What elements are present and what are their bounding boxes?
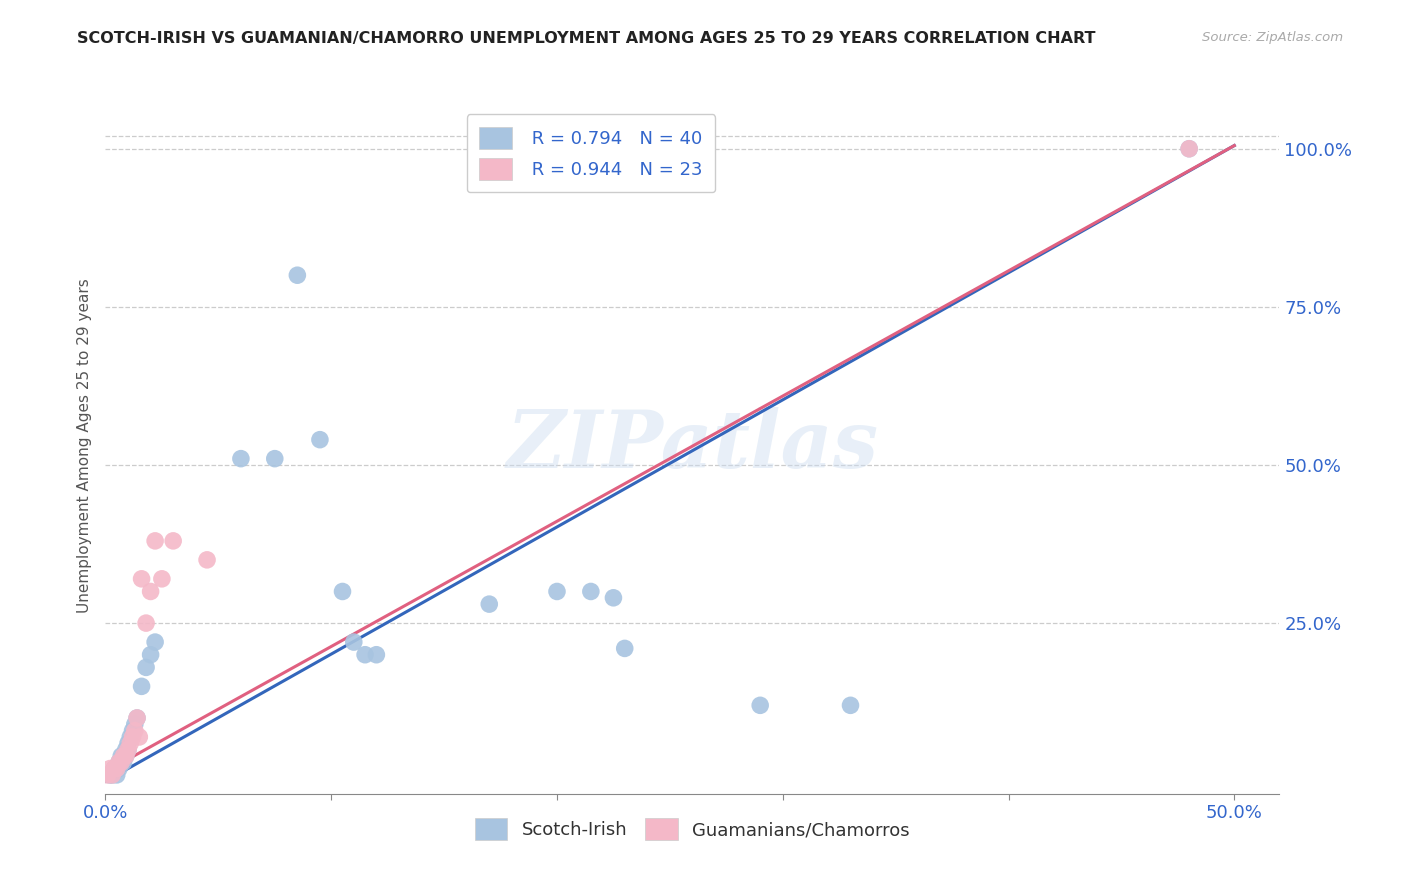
Point (117, 736, 139, 750)
Point (478, 597, 501, 611)
Point (602, 591, 624, 605)
Point (121, 723, 143, 738)
Y-axis label: Unemployment Among Ages 25 to 29 years: Unemployment Among Ages 25 to 29 years (76, 278, 91, 614)
Point (162, 533, 184, 548)
Point (135, 616, 157, 631)
Point (128, 730, 150, 744)
Point (103, 762, 125, 776)
Point (343, 635, 366, 649)
Point (98, 768, 121, 782)
Text: Source: ZipAtlas.com: Source: ZipAtlas.com (1202, 31, 1343, 45)
Point (114, 742, 136, 756)
Point (114, 748, 136, 763)
Point (105, 762, 128, 776)
Point (108, 762, 131, 776)
Point (285, 268, 308, 283)
Point (103, 762, 125, 776)
Point (309, 433, 332, 447)
Point (108, 756, 131, 770)
Point (112, 756, 135, 770)
Point (124, 717, 146, 731)
Point (103, 762, 125, 776)
Point (110, 756, 132, 770)
Point (1178, 142, 1201, 156)
Point (97, 768, 120, 782)
Point (1178, 142, 1201, 156)
Point (839, 698, 862, 713)
Point (101, 768, 124, 782)
Point (112, 748, 135, 763)
Point (263, 451, 285, 466)
Point (112, 748, 135, 763)
Point (229, 451, 252, 466)
Legend: Scotch-Irish, Guamanians/Chamorros: Scotch-Irish, Guamanians/Chamorros (468, 811, 917, 847)
Point (139, 648, 162, 662)
Point (108, 756, 131, 770)
Point (131, 679, 153, 693)
Point (110, 748, 132, 763)
Point (105, 762, 128, 776)
Point (579, 584, 602, 599)
Point (124, 723, 146, 738)
Text: SCOTCH-IRISH VS GUAMANIAN/CHAMORRO UNEMPLOYMENT AMONG AGES 25 TO 29 YEARS CORREL: SCOTCH-IRISH VS GUAMANIAN/CHAMORRO UNEMP… (77, 31, 1095, 46)
Point (749, 698, 772, 713)
Point (366, 648, 388, 662)
Point (120, 736, 142, 750)
Point (121, 730, 143, 744)
Point (98, 762, 121, 776)
Point (117, 742, 139, 756)
Point (105, 768, 128, 782)
Point (125, 711, 148, 725)
Point (143, 635, 166, 649)
Point (114, 748, 136, 763)
Point (354, 648, 377, 662)
Point (613, 641, 636, 656)
Point (117, 742, 139, 756)
Point (101, 768, 124, 782)
Point (125, 711, 148, 725)
Point (131, 572, 153, 586)
Point (110, 756, 132, 770)
Point (150, 572, 173, 586)
Point (139, 584, 162, 599)
Point (332, 584, 354, 599)
Point (143, 533, 166, 548)
Point (120, 730, 142, 744)
Point (546, 584, 568, 599)
Point (135, 660, 157, 674)
Text: ZIPatlas: ZIPatlas (506, 408, 879, 484)
Point (195, 553, 218, 567)
